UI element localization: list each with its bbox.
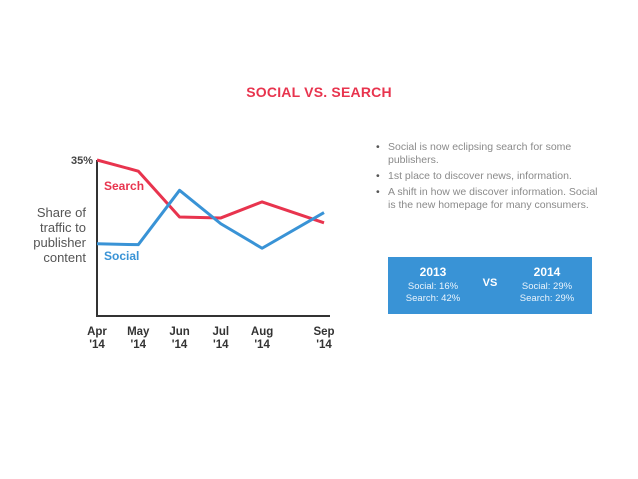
series-label-search: Search — [104, 179, 144, 193]
chart-labels: 35%Apr'14May'14Jun'14Jul'14Aug'14Sep'14S… — [71, 155, 335, 351]
y-axis-label-line: content — [43, 250, 86, 265]
x-tick-label-year: '14 — [254, 339, 270, 351]
series-line-social — [96, 188, 325, 250]
y-axis-label-line: traffic to — [39, 220, 86, 235]
comparison-social: Social: 29% — [521, 281, 573, 292]
comparison-vs: VS — [482, 277, 498, 289]
y-axis-label-line: Share of — [36, 205, 86, 220]
x-tick-label-year: '14 — [213, 339, 229, 351]
bullet-item: A shift in how we discover information. … — [376, 186, 598, 212]
x-tick-label-month: Aug — [251, 326, 273, 338]
chart-series — [96, 158, 325, 250]
comparison-box: 2013 Social: 16% Search: 42% VS 2014 Soc… — [388, 257, 592, 314]
bullet-list: Social is now eclipsing search for some … — [376, 141, 598, 215]
x-tick-label-year: '14 — [131, 339, 147, 351]
x-tick-label-year: '14 — [316, 339, 332, 351]
comparison-2014: 2014 Social: 29% Search: 29% — [506, 265, 588, 305]
comparison-social: Social: 16% — [407, 281, 459, 292]
x-tick-label-month: Jun — [169, 326, 189, 338]
y-tick-label: 35% — [71, 155, 93, 167]
chart-title: SOCIAL VS. SEARCH — [246, 84, 392, 100]
series-label-social: Social — [104, 249, 139, 263]
comparison-year: 2014 — [533, 265, 561, 279]
x-tick-label-year: '14 — [172, 339, 188, 351]
comparison-search: Search: 42% — [405, 293, 461, 304]
x-tick-label-month: Sep — [313, 326, 334, 338]
series-line-search — [96, 158, 325, 225]
x-tick-label-year: '14 — [89, 339, 105, 351]
y-axis-label-line: publisher — [33, 235, 86, 250]
bullet-item: 1st place to discover news, information. — [376, 170, 598, 183]
comparison-year: 2013 — [419, 265, 447, 279]
comparison-search: Search: 29% — [519, 293, 575, 304]
x-tick-label-month: Jul — [213, 326, 230, 338]
y-axis-label: Share of traffic to publisher content — [18, 205, 86, 265]
comparison-2013: 2013 Social: 16% Search: 42% — [392, 265, 474, 305]
bullet-item: Social is now eclipsing search for some … — [376, 141, 598, 167]
chart-axes — [96, 160, 330, 317]
x-tick-label-month: Apr — [87, 326, 107, 338]
x-tick-label-month: May — [127, 326, 150, 338]
